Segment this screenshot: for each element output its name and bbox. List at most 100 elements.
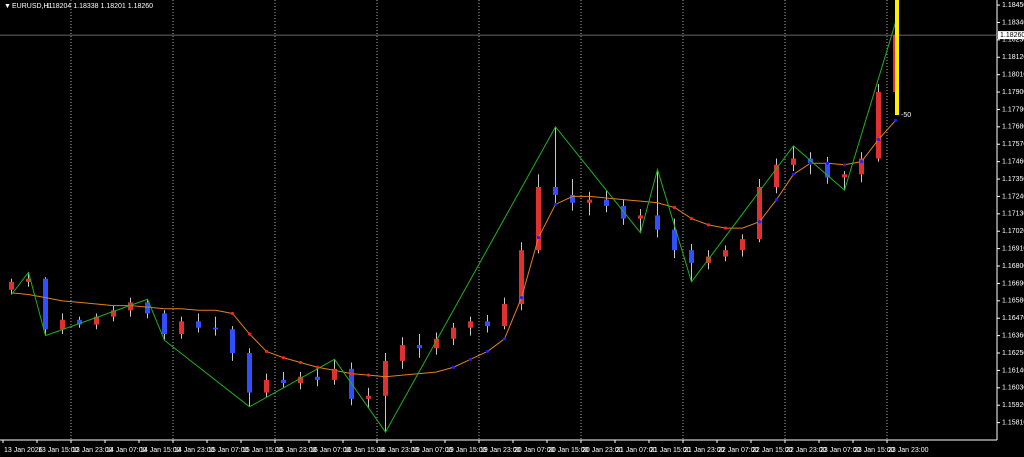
x-tick-label: 16 Jan 23:00	[378, 447, 419, 454]
ma-point	[723, 226, 728, 230]
x-tick-label: 21 Jan 07:00	[616, 447, 657, 454]
x-tick-label: 23 Jan 07:00	[820, 447, 861, 454]
x-tick-label: 15 Jan 15:00	[242, 447, 283, 454]
ma-point	[825, 161, 830, 165]
ma-point	[298, 360, 303, 365]
candle-body	[417, 345, 422, 349]
candle-body	[876, 92, 881, 159]
candle-body	[264, 379, 269, 393]
candle-body	[60, 319, 65, 330]
x-tick-label: 14 Jan 15:00	[140, 447, 181, 454]
y-tick-label: 1.17570	[1002, 141, 1024, 148]
candle-body	[400, 345, 405, 361]
indicator-label: -50	[901, 112, 911, 119]
candle-body	[655, 215, 660, 230]
ma-point	[859, 160, 864, 164]
y-tick-label: 1.17020	[1002, 228, 1024, 235]
x-tick-label: 13 Jan 23:00	[72, 447, 113, 454]
ma-point	[349, 371, 354, 376]
y-tick-label: 1.16800	[1002, 263, 1024, 270]
ma-point	[808, 161, 813, 165]
candle-body	[604, 199, 609, 206]
collapse-arrow[interactable]: ▼	[4, 3, 11, 10]
candle-body	[451, 327, 456, 339]
quote: 1.18204 1.18338 1.18201 1.18260	[46, 3, 153, 10]
candle-body	[77, 319, 82, 325]
symbol: EURUSD,H1	[12, 3, 53, 10]
candle-body	[213, 327, 218, 330]
candle-body	[315, 376, 320, 380]
candle-body	[196, 321, 201, 328]
candle-body	[672, 229, 677, 251]
y-tick-label: 1.18010	[1002, 71, 1024, 78]
x-tick-label: 20 Jan 23:00	[582, 447, 623, 454]
candle-body	[638, 215, 643, 219]
candle-body	[298, 376, 303, 384]
ma-point	[791, 172, 796, 176]
candle-body	[43, 278, 48, 330]
x-tick-label: 16 Jan 07:00	[310, 447, 351, 454]
candle-body	[9, 281, 14, 290]
candle-body	[111, 310, 116, 317]
zigzag	[11, 22, 896, 434]
ma-point	[672, 205, 677, 210]
x-tick-label: 19 Jan 23:00	[480, 447, 521, 454]
y-tick-label: 1.17350	[1002, 176, 1024, 183]
x-tick-label: 22 Jan 23:00	[786, 447, 827, 454]
y-tick-label: 1.16140	[1002, 367, 1024, 374]
candle-body	[94, 316, 99, 325]
candle-body	[757, 186, 762, 240]
candle-body	[553, 186, 558, 195]
indicator-bar	[895, 0, 899, 115]
candle-body	[587, 199, 592, 203]
ma-point	[689, 216, 694, 221]
candle-body	[468, 321, 473, 328]
ma-point	[230, 311, 235, 316]
candle-body	[332, 368, 337, 380]
ma-point	[706, 223, 711, 227]
x-tick-label: 23 Jan 15:00	[854, 447, 895, 454]
candle-body	[366, 395, 371, 399]
candle-body	[383, 360, 388, 396]
x-tick-label: 13 Jan 15:00	[38, 447, 79, 454]
candle-body	[740, 239, 745, 251]
ma-point	[842, 163, 847, 167]
last-price-label: 1.18260	[1000, 32, 1024, 39]
ma-point	[536, 235, 541, 240]
candle-body	[434, 338, 439, 349]
y-tick-label: 1.15920	[1002, 402, 1024, 409]
candle-body	[281, 379, 286, 384]
candle-body	[230, 329, 235, 354]
y-tick-label: 1.16250	[1002, 350, 1024, 357]
x-tick-label: 13 Jan 2026	[4, 447, 43, 454]
x-tick-label: 19 Jan 07:00	[412, 447, 453, 454]
candle-body	[145, 302, 150, 314]
candle-body	[842, 174, 847, 178]
ma-point	[553, 202, 558, 206]
ma-point	[757, 220, 762, 224]
x-tick-label: 16 Jan 15:00	[344, 447, 385, 454]
y-tick-label: 1.18230	[1002, 37, 1024, 44]
ma-point	[468, 357, 473, 361]
y-tick-label: 1.16910	[1002, 245, 1024, 252]
y-tick-label: 1.16470	[1002, 315, 1024, 322]
candle-body	[825, 163, 830, 178]
x-tick-label: 21 Jan 23:00	[684, 447, 725, 454]
ma-point	[281, 356, 286, 360]
x-tick-label: 21 Jan 15:00	[650, 447, 691, 454]
x-tick-label: 20 Jan 15:00	[548, 447, 589, 454]
ma-point	[366, 373, 371, 377]
candle-body	[519, 250, 524, 304]
x-tick-label: 15 Jan 07:00	[208, 447, 249, 454]
candle-body	[774, 164, 779, 187]
candle-body	[859, 158, 864, 175]
ma-point	[893, 118, 898, 123]
candle-body	[485, 321, 490, 327]
y-tick-label: 1.17790	[1002, 106, 1024, 113]
candle-body	[179, 321, 184, 335]
y-tick-label: 1.17130	[1002, 211, 1024, 218]
ma-point	[519, 296, 524, 300]
y-tick-label: 1.16030	[1002, 385, 1024, 392]
y-tick-label: 1.17900	[1002, 89, 1024, 96]
